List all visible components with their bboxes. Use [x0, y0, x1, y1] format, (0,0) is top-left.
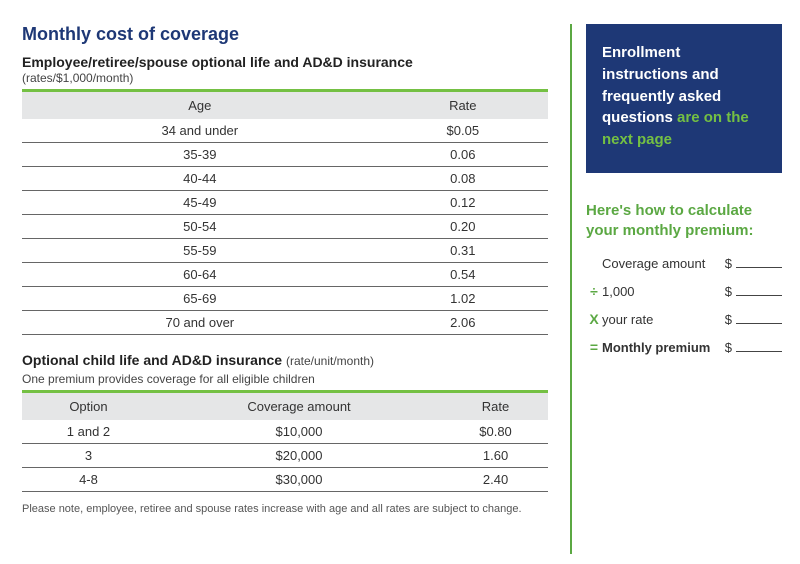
calc-blank-line	[736, 255, 782, 268]
calc-blank-line	[736, 283, 782, 296]
calc-row: ÷1,000 $	[586, 283, 782, 299]
calc-label: Monthly premium	[602, 340, 719, 355]
table-row: 65-691.02	[22, 287, 548, 311]
table-cell: $10,000	[155, 420, 443, 444]
footnote: Please note, employee, retiree and spous…	[22, 502, 548, 517]
table-cell: 0.31	[378, 239, 548, 263]
calc-operator: =	[586, 339, 602, 355]
calculator-title: Here's how to calculate your monthly pre…	[586, 201, 782, 242]
table-cell: 4-8	[22, 467, 155, 491]
calc-blank-line	[736, 311, 782, 324]
table-header-cell: Age	[22, 92, 378, 119]
left-column: Monthly cost of coverage Employee/retire…	[22, 24, 572, 554]
table-cell: 1.60	[443, 443, 548, 467]
child-section: Optional child life and AD&D insurance (…	[22, 351, 548, 492]
employee-heading-text: Employee/retiree/spouse optional life an…	[22, 54, 413, 70]
table-header-row: OptionCoverage amountRate	[22, 393, 548, 420]
employee-rate-table: AgeRate 34 and under$0.0535-390.0640-440…	[22, 92, 548, 335]
child-heading: Optional child life and AD&D insurance (…	[22, 351, 548, 370]
employee-sub: (rates/$1,000/month)	[22, 71, 548, 85]
calc-label: your rate	[602, 312, 719, 327]
dollar-sign: $	[725, 312, 732, 327]
table-cell: 2.40	[443, 467, 548, 491]
table-cell: 55-59	[22, 239, 378, 263]
table-cell: $0.80	[443, 420, 548, 444]
table-cell: 60-64	[22, 263, 378, 287]
calc-row: Coverage amount $	[586, 255, 782, 271]
table-row: 45-490.12	[22, 191, 548, 215]
table-row: 60-640.54	[22, 263, 548, 287]
dollar-sign: $	[725, 340, 732, 355]
table-row: 35-390.06	[22, 143, 548, 167]
table-cell: 50-54	[22, 215, 378, 239]
calc-label: Coverage amount	[602, 256, 719, 271]
calc-label: 1,000	[602, 284, 719, 299]
table-row: 1 and 2$10,000$0.80	[22, 420, 548, 444]
table-row: 34 and under$0.05	[22, 119, 548, 143]
calc-row: =Monthly premium $	[586, 339, 782, 355]
table-cell: 0.54	[378, 263, 548, 287]
table-cell: 70 and over	[22, 311, 378, 335]
enrollment-callout: Enrollment instructions and frequently a…	[586, 24, 782, 173]
child-subnote: One premium provides coverage for all el…	[22, 372, 548, 386]
table-cell: 2.06	[378, 311, 548, 335]
table-header-cell: Rate	[378, 92, 548, 119]
child-heading-text: Optional child life and AD&D insurance	[22, 352, 282, 368]
table-cell: $20,000	[155, 443, 443, 467]
calc-operator: X	[586, 311, 602, 327]
table-header-row: AgeRate	[22, 92, 548, 119]
table-row: 55-590.31	[22, 239, 548, 263]
table-cell: $30,000	[155, 467, 443, 491]
table-row: 50-540.20	[22, 215, 548, 239]
table-header-cell: Coverage amount	[155, 393, 443, 420]
employee-section: Employee/retiree/spouse optional life an…	[22, 53, 548, 335]
calc-blank-line	[736, 339, 782, 352]
table-cell: 35-39	[22, 143, 378, 167]
table-header-cell: Rate	[443, 393, 548, 420]
right-column: Enrollment instructions and frequently a…	[572, 24, 782, 554]
table-cell: 45-49	[22, 191, 378, 215]
table-cell: 3	[22, 443, 155, 467]
dollar-sign: $	[725, 256, 732, 271]
child-heading-sub: (rate/unit/month)	[286, 354, 374, 368]
child-rate-table: OptionCoverage amountRate 1 and 2$10,000…	[22, 393, 548, 492]
table-cell: 1 and 2	[22, 420, 155, 444]
page-title: Monthly cost of coverage	[22, 24, 548, 45]
table-cell: 40-44	[22, 167, 378, 191]
calc-row: Xyour rate $	[586, 311, 782, 327]
table-cell: 34 and under	[22, 119, 378, 143]
table-row: 40-440.08	[22, 167, 548, 191]
table-cell: 0.06	[378, 143, 548, 167]
table-header-cell: Option	[22, 393, 155, 420]
table-cell: 65-69	[22, 287, 378, 311]
table-row: 70 and over2.06	[22, 311, 548, 335]
calc-operator: ÷	[586, 283, 602, 299]
table-cell: $0.05	[378, 119, 548, 143]
table-row: 3$20,0001.60	[22, 443, 548, 467]
table-cell: 0.08	[378, 167, 548, 191]
table-cell: 0.20	[378, 215, 548, 239]
calculator-rows: Coverage amount$÷1,000$Xyour rate$=Month…	[586, 255, 782, 355]
table-cell: 0.12	[378, 191, 548, 215]
table-cell: 1.02	[378, 287, 548, 311]
table-row: 4-8$30,0002.40	[22, 467, 548, 491]
employee-heading: Employee/retiree/spouse optional life an…	[22, 53, 548, 71]
dollar-sign: $	[725, 284, 732, 299]
